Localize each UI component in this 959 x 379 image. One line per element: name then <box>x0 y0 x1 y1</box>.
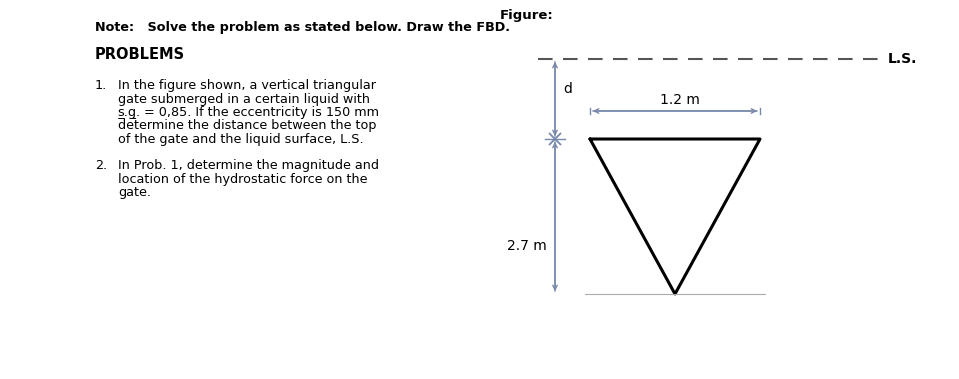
Text: of the gate and the liquid surface, L.S.: of the gate and the liquid surface, L.S. <box>118 133 363 146</box>
Text: gate submerged in a certain liquid with: gate submerged in a certain liquid with <box>118 92 370 105</box>
Text: s̲.g̲.: s̲.g̲. <box>118 106 141 119</box>
Text: PROBLEMS: PROBLEMS <box>95 47 185 62</box>
Text: Note:   Solve the problem as stated below. Draw the FBD.: Note: Solve the problem as stated below.… <box>95 21 510 34</box>
Text: In the figure shown, a vertical triangular: In the figure shown, a vertical triangul… <box>118 79 376 92</box>
Text: 1.2 m: 1.2 m <box>660 93 700 107</box>
Text: In Prob. 1, determine the magnitude and: In Prob. 1, determine the magnitude and <box>118 159 379 172</box>
Text: gate.: gate. <box>118 186 151 199</box>
Text: = 0,85. If the eccentricity is 150 mm: = 0,85. If the eccentricity is 150 mm <box>140 106 379 119</box>
Text: 1.: 1. <box>95 79 107 92</box>
Text: d: d <box>563 82 572 96</box>
Text: Figure:: Figure: <box>500 9 553 22</box>
Text: 2.7 m: 2.7 m <box>507 240 547 254</box>
Text: location of the hydrostatic force on the: location of the hydrostatic force on the <box>118 172 367 185</box>
Text: 2.: 2. <box>95 159 107 172</box>
Text: L.S.: L.S. <box>888 52 918 66</box>
Text: determine the distance between the top: determine the distance between the top <box>118 119 377 133</box>
